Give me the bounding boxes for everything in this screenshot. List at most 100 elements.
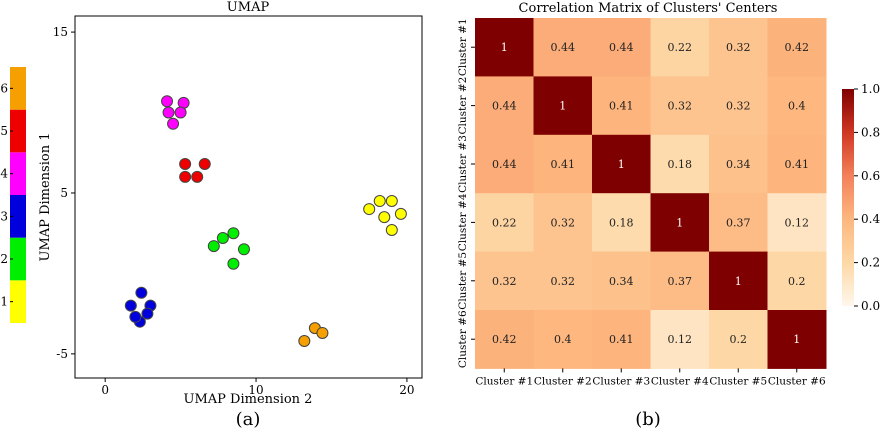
panel-label-a: (a) xyxy=(236,409,261,429)
heatmap-cell-label: 0.34 xyxy=(726,158,751,171)
heatmap-cell xyxy=(592,18,651,77)
heatmap-cell-label: 0.18 xyxy=(668,158,693,171)
colorbar-label-6: 6 xyxy=(0,81,8,95)
heatmap-cell xyxy=(533,310,593,369)
heatmap-cell-label: 0.44 xyxy=(492,158,517,171)
heatmap-cell-label: 0.37 xyxy=(668,275,693,288)
scatter-point-cluster-1 xyxy=(378,211,391,224)
heatmap-colorbar-label: 0.2 xyxy=(861,256,880,270)
heatmap-col-label: Cluster #2 xyxy=(534,375,592,387)
scatter-point-cluster-5 xyxy=(191,170,204,183)
scatter-point-cluster-1 xyxy=(385,195,398,208)
colorbar-label-3: 3 xyxy=(0,209,8,223)
heatmap-cell xyxy=(592,134,651,194)
heatmap-cell-label: 0.2 xyxy=(730,333,748,346)
scatter-y-tick-label: 5 xyxy=(60,186,68,200)
heatmap-cell-label: 0.41 xyxy=(609,333,634,346)
heatmap-cell-label: 0.4 xyxy=(554,333,572,346)
heatmap-cell xyxy=(709,76,768,136)
heatmap-cell xyxy=(650,134,710,194)
scatter-y-tick-label: 15 xyxy=(53,25,68,39)
heatmap-cell-label: 0.32 xyxy=(726,100,751,113)
heatmap-cell-label: 1 xyxy=(559,100,566,113)
heatmap-cell xyxy=(767,76,827,136)
heatmap-col-label: Cluster #5 xyxy=(709,375,767,387)
heatmap-cell xyxy=(592,310,651,369)
scatter-point-cluster-1 xyxy=(385,223,398,236)
heatmap-cell-label: 0.32 xyxy=(726,41,751,54)
scatter-point-cluster-5 xyxy=(179,158,192,171)
colorbar-segment-4 xyxy=(10,152,26,195)
heatmap-cell-label: 0.22 xyxy=(668,41,693,54)
heatmap-cell xyxy=(709,18,768,77)
scatter-point-cluster-2 xyxy=(207,240,220,253)
heatmap-cell xyxy=(650,310,710,369)
heatmap-colorbar-gradient xyxy=(842,89,854,306)
heatmap-colorbar-label: 0.0 xyxy=(861,299,880,313)
scatter-point-cluster-5 xyxy=(198,158,211,171)
heatmap-cell-label: 0.41 xyxy=(785,158,810,171)
heatmap-cell-label: 0.42 xyxy=(785,41,810,54)
heatmap-cell xyxy=(475,251,534,311)
heatmap-cell-label: 0.22 xyxy=(492,216,517,229)
heatmap-cell-label: 0.32 xyxy=(551,216,576,229)
heatmap-cell xyxy=(533,251,593,311)
heatmap-cell-label: 0.42 xyxy=(492,333,517,346)
scatter-point-cluster-3 xyxy=(141,307,154,320)
heatmap-row-label: Cluster #5 xyxy=(457,252,469,310)
scatter-point-cluster-3 xyxy=(129,310,142,323)
heatmap-cell xyxy=(767,310,827,369)
scatter-point-cluster-3 xyxy=(135,286,148,299)
scatter-x-tick-label: 10 xyxy=(248,383,263,397)
heatmap-cell-label: 1 xyxy=(676,216,683,229)
scatter-point-cluster-2 xyxy=(237,243,250,256)
heatmap-cell-label: 1 xyxy=(793,333,800,346)
heatmap-cell xyxy=(767,134,827,194)
heatmap-cell xyxy=(475,18,534,77)
scatter-x-tick-label: 0 xyxy=(101,383,109,397)
heatmap-cell-label: 0.18 xyxy=(609,216,634,229)
colorbar-segment-6 xyxy=(10,67,26,110)
scatter-point-cluster-1 xyxy=(373,195,386,208)
heatmap-cell xyxy=(709,193,768,253)
heatmap-cell-label: 0.4 xyxy=(788,100,806,113)
heatmap-cell xyxy=(767,193,827,253)
heatmap-cell-label: 0.32 xyxy=(492,275,517,288)
scatter-point-cluster-4 xyxy=(167,117,180,130)
scatter-point-cluster-4 xyxy=(174,106,187,119)
heatmap-cell-label: 0.2 xyxy=(788,275,806,288)
scatter-point-cluster-3 xyxy=(124,299,137,312)
heatmap-cell xyxy=(592,251,651,311)
colorbar-label-5: 5 xyxy=(0,124,8,138)
heatmap-cell-label: 0.12 xyxy=(668,333,693,346)
scatter-x-tick-label: 20 xyxy=(399,383,414,397)
heatmap-col-label: Cluster #6 xyxy=(768,375,826,387)
heatmap-cell-label: 0.41 xyxy=(609,100,634,113)
heatmap-cell xyxy=(533,193,593,253)
heatmap-cell xyxy=(709,251,768,311)
heatmap-cell-label: 0.32 xyxy=(551,275,576,288)
colorbar-label-2: 2 xyxy=(0,252,8,266)
heatmap-row-label: Cluster #2 xyxy=(457,77,469,135)
heatmap-cell-label: 1 xyxy=(618,158,625,171)
heatmap-cell xyxy=(475,76,534,136)
heatmap-row-label: Cluster #1 xyxy=(457,18,469,76)
heatmap-cell-label: 0.41 xyxy=(551,158,576,171)
heatmap-row-label: Cluster #6 xyxy=(457,310,469,368)
heatmap-col-label: Cluster #4 xyxy=(651,375,709,387)
scatter-point-cluster-6 xyxy=(316,326,329,339)
scatter-point-cluster-4 xyxy=(161,95,174,108)
heatmap-cell xyxy=(650,193,710,253)
scatter-plot-area xyxy=(74,15,423,379)
heatmap-cell xyxy=(767,18,827,77)
heatmap-cell-label: 0.37 xyxy=(726,216,751,229)
panel-label-b: (b) xyxy=(635,409,661,429)
heatmap-title: Correlation Matrix of Clusters' Centers xyxy=(519,1,778,16)
heatmap-cell xyxy=(533,76,593,136)
heatmap-cell-label: 0.12 xyxy=(785,216,810,229)
heatmap-colorbar-label: 1.0 xyxy=(861,82,880,96)
colorbar-label-4: 4 xyxy=(0,167,8,181)
colorbar-label-1: 1 xyxy=(0,295,8,309)
heatmap-cell-label: 0.44 xyxy=(551,41,576,54)
